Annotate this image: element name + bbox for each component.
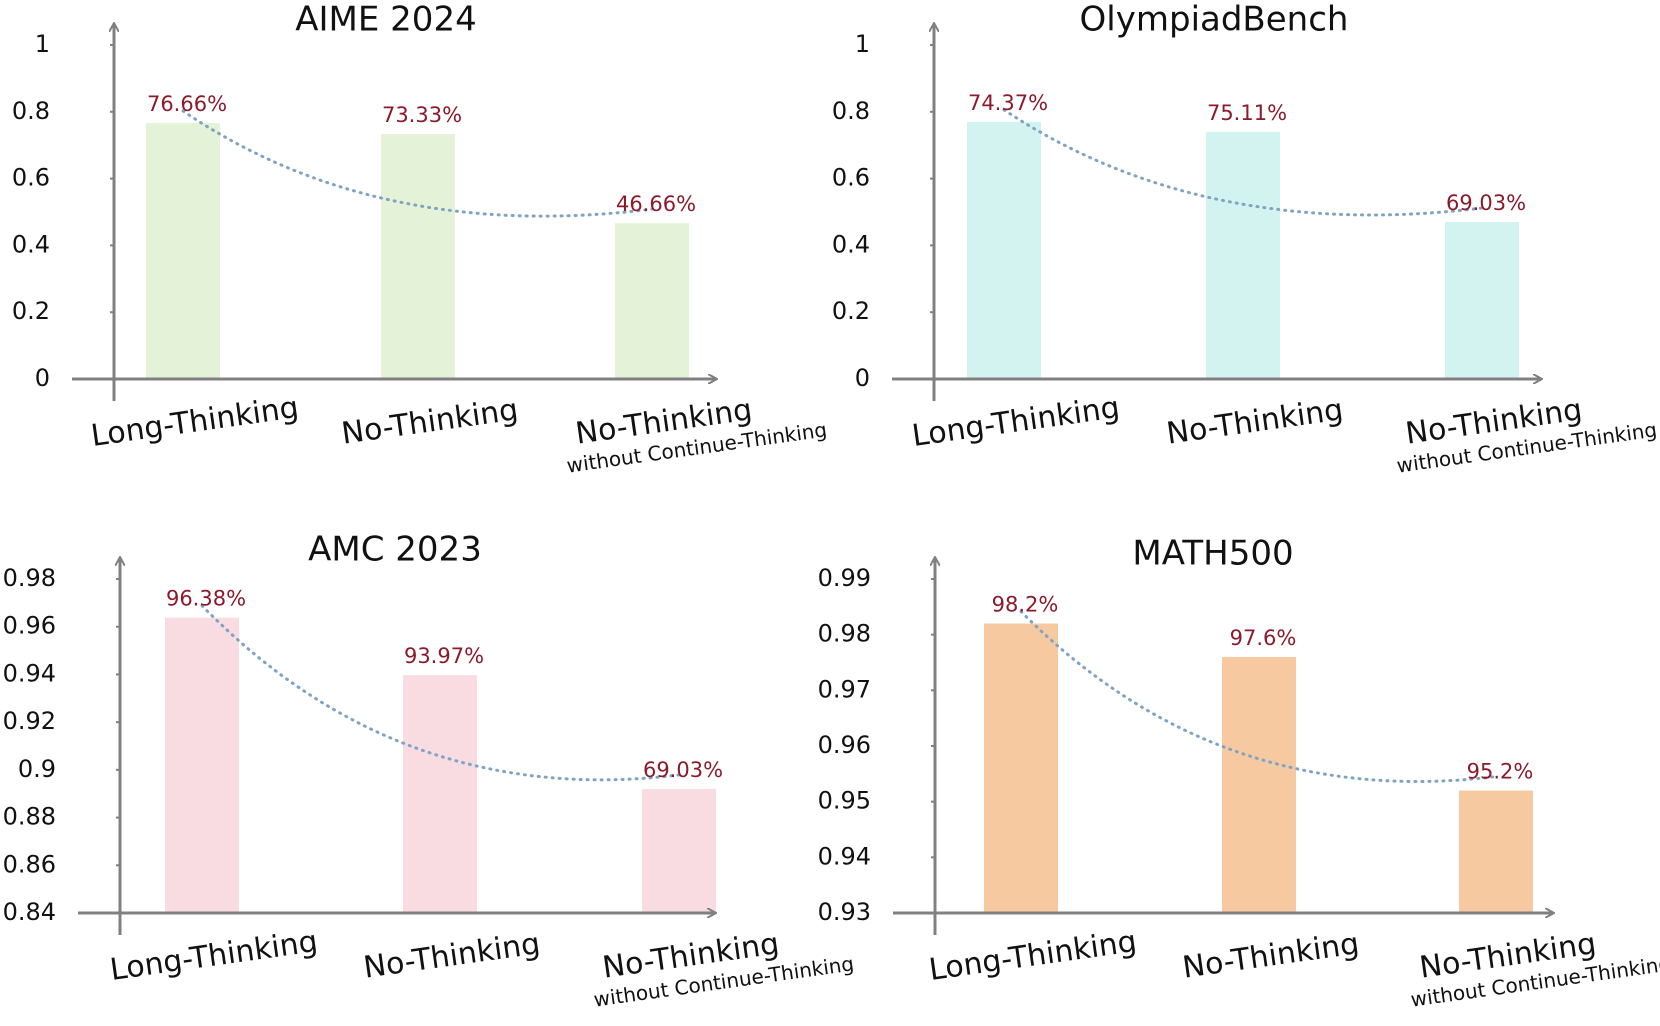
y-tick-label: 0.8 <box>832 97 870 125</box>
data-label: 73.33% <box>382 103 462 127</box>
x-tick-label: Long-Thinking <box>108 924 320 988</box>
y-tick-label: 0.6 <box>12 164 50 192</box>
bar <box>403 675 477 913</box>
trend-curve <box>1019 610 1498 783</box>
bar <box>1222 656 1296 913</box>
bar <box>165 617 239 913</box>
x-tick-label: No-Thinking <box>1180 926 1361 985</box>
x-tick-label: Long-Thinking <box>89 390 301 454</box>
y-tick-label: 0.95 <box>818 787 871 815</box>
bar <box>1206 131 1280 379</box>
subplot: AMC 2023 0.84 0.86 0.88 0.9 0.92 0.94 0.96 0.98 9… <box>3 530 856 1012</box>
x-tick-label: Long-Thinking <box>927 924 1139 988</box>
x-tick-label: No-Thinking <box>361 926 542 985</box>
y-tick-label: 0 <box>855 364 870 392</box>
bar <box>1445 222 1519 379</box>
trend-curve <box>200 604 681 782</box>
y-tick-label: 0.99 <box>818 564 871 592</box>
data-label: 74.37% <box>968 91 1048 115</box>
bar <box>381 134 455 379</box>
data-label: 95.2% <box>1467 760 1534 784</box>
y-tick-label: 0.2 <box>832 297 870 325</box>
subplot: OlympiadBench 0 0.2 0.4 0.6 0.8 1 74.37% 75.11% 6… <box>832 0 1659 478</box>
y-tick-label: 0.8 <box>12 97 50 125</box>
bar <box>615 223 689 379</box>
y-tick-label: 0.93 <box>818 898 871 926</box>
y-tick-label: 0.98 <box>3 564 56 592</box>
y-tick-label: 1 <box>855 30 870 58</box>
subplot-title: MATH500 <box>1132 534 1293 574</box>
subplot-title: OlympiadBench <box>1080 0 1349 40</box>
data-label: 76.66% <box>147 92 227 116</box>
y-tick-label: 0.92 <box>3 707 56 735</box>
y-tick-label: 0 <box>35 364 50 392</box>
data-label: 75.11% <box>1207 101 1287 125</box>
y-tick-label: 1 <box>35 30 50 58</box>
bar <box>642 788 716 913</box>
subplot-title: AMC 2023 <box>308 530 482 570</box>
bar <box>1459 790 1533 913</box>
trend-curve <box>1002 108 1484 217</box>
data-label: 93.97% <box>404 644 484 668</box>
data-label: 98.2% <box>992 593 1059 617</box>
y-tick-label: 0.98 <box>818 620 871 648</box>
y-tick-label: 0.2 <box>12 297 50 325</box>
y-tick-label: 0.96 <box>818 731 871 759</box>
data-label: 69.03% <box>1446 191 1526 215</box>
x-tick-label: No-Thinking <box>1164 392 1345 451</box>
bar <box>984 623 1058 913</box>
data-label: 69.03% <box>643 758 723 782</box>
subplot-title: AIME 2024 <box>295 0 476 40</box>
y-tick-label: 0.6 <box>832 164 870 192</box>
y-tick-label: 0.96 <box>3 612 56 640</box>
y-tick-label: 0.9 <box>18 755 56 783</box>
bar <box>146 122 220 379</box>
y-tick-label: 0.84 <box>3 898 56 926</box>
trend-curve <box>181 109 654 218</box>
x-tick-label: Long-Thinking <box>910 390 1122 454</box>
y-tick-label: 0.88 <box>3 803 56 831</box>
y-tick-label: 0.4 <box>12 230 50 258</box>
bar <box>967 121 1041 379</box>
data-label: 46.66% <box>616 192 696 216</box>
y-tick-label: 0.97 <box>818 675 871 703</box>
x-tick-label: No-Thinking <box>339 392 520 451</box>
subplot: AIME 2024 0 0.2 0.4 0.6 0.8 1 76.66% 73.33% 46.66… <box>12 0 829 478</box>
y-tick-label: 0.94 <box>818 842 871 870</box>
subplot: MATH500 0.93 0.94 0.95 0.96 0.97 0.98 0.99 98.2%… <box>818 534 1660 1012</box>
y-tick-label: 0.4 <box>832 230 870 258</box>
data-label: 97.6% <box>1230 626 1297 650</box>
y-tick-label: 0.86 <box>3 850 56 878</box>
y-tick-label: 0.94 <box>3 659 56 687</box>
data-label: 96.38% <box>166 587 246 611</box>
